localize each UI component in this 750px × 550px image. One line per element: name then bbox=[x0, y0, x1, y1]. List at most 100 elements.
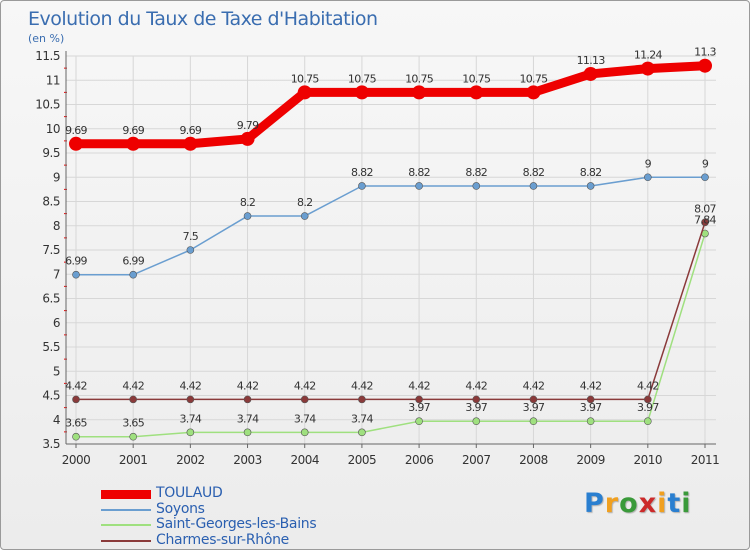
x-tick-label: 2005 bbox=[348, 453, 377, 467]
logo-letter: i bbox=[657, 488, 668, 519]
y-tick-label: 7.5 bbox=[42, 243, 60, 257]
logo-letter: P bbox=[584, 488, 605, 519]
x-tick-label: 2003 bbox=[233, 453, 262, 467]
data-point-saint-georges-les-bains bbox=[529, 417, 538, 426]
data-label-toulaud: 9.69 bbox=[180, 124, 202, 137]
data-label-charmes-sur-rhone: 4.42 bbox=[237, 379, 259, 392]
data-label-saint-georges-les-bains: 3.74 bbox=[237, 412, 259, 425]
x-tick-label: 2002 bbox=[176, 453, 205, 467]
data-point-toulaud bbox=[526, 85, 541, 100]
data-label-toulaud: 11.13 bbox=[577, 54, 606, 67]
data-label-soyons: 8.82 bbox=[523, 166, 545, 179]
x-tick-label: 2004 bbox=[290, 453, 319, 467]
data-point-toulaud bbox=[297, 85, 312, 100]
data-label-toulaud: 9.69 bbox=[65, 124, 87, 137]
data-label-charmes-sur-rhone: 4.42 bbox=[637, 379, 659, 392]
y-tick-label: 7 bbox=[53, 267, 60, 281]
data-point-toulaud bbox=[354, 85, 369, 100]
data-point-saint-georges-les-bains bbox=[586, 417, 595, 426]
data-label-soyons: 8.2 bbox=[240, 196, 255, 209]
y-tick-label: 5.5 bbox=[42, 340, 60, 354]
data-label-charmes-sur-rhone: 4.42 bbox=[180, 379, 202, 392]
data-label-soyons: 8.2 bbox=[297, 196, 312, 209]
data-label-soyons: 7.5 bbox=[183, 230, 199, 243]
data-point-charmes-sur-rhone bbox=[701, 218, 709, 227]
data-label-soyons: 9 bbox=[645, 157, 652, 170]
x-tick-label: 2000 bbox=[62, 453, 91, 467]
series-line-charmes-sur-rhone bbox=[76, 222, 706, 401]
data-point-soyons bbox=[586, 182, 595, 190]
data-point-charmes-sur-rhone bbox=[72, 395, 80, 404]
data-label-saint-georges-les-bains: 3.74 bbox=[351, 412, 373, 425]
data-point-charmes-sur-rhone bbox=[529, 395, 538, 404]
data-point-saint-georges-les-bains bbox=[129, 432, 137, 441]
data-label-soyons: 6.99 bbox=[122, 255, 144, 268]
data-point-saint-georges-les-bains bbox=[300, 428, 309, 437]
data-label-saint-georges-les-bains: 3.74 bbox=[180, 412, 202, 425]
y-tick-label: 9.5 bbox=[42, 146, 60, 160]
data-label-toulaud: 10.75 bbox=[405, 72, 434, 85]
data-label-saint-georges-les-bains: 3.97 bbox=[523, 401, 545, 414]
data-point-saint-georges-les-bains bbox=[415, 417, 423, 426]
data-point-soyons bbox=[243, 212, 252, 220]
data-point-toulaud bbox=[183, 136, 198, 151]
data-label-saint-georges-les-bains: 7.84 bbox=[694, 214, 716, 227]
data-label-soyons: 8.82 bbox=[408, 166, 430, 179]
data-point-soyons bbox=[300, 212, 309, 220]
data-point-toulaud bbox=[412, 85, 427, 100]
data-point-saint-georges-les-bains bbox=[644, 417, 652, 426]
data-label-saint-georges-les-bains: 3.97 bbox=[408, 401, 430, 414]
data-label-saint-georges-les-bains: 3.74 bbox=[294, 412, 316, 425]
legend-label: Charmes-sur-Rhône bbox=[156, 531, 289, 548]
x-tick-label: 2011 bbox=[691, 453, 720, 467]
logo-letter: t bbox=[667, 488, 682, 519]
legend-label: Soyons bbox=[156, 500, 205, 517]
data-label-toulaud: 10.75 bbox=[291, 72, 320, 85]
y-tick-label: 8.5 bbox=[42, 195, 60, 209]
data-point-saint-georges-les-bains bbox=[472, 417, 481, 426]
x-tick-label: 2009 bbox=[576, 453, 605, 467]
series-line-toulaud bbox=[76, 61, 706, 149]
series-line-soyons bbox=[76, 176, 705, 276]
data-point-soyons bbox=[644, 173, 652, 182]
data-point-charmes-sur-rhone bbox=[415, 395, 423, 404]
data-label-soyons: 8.82 bbox=[465, 166, 487, 179]
data-point-toulaud bbox=[126, 136, 141, 151]
data-label-saint-georges-les-bains: 3.97 bbox=[580, 401, 602, 414]
data-point-charmes-sur-rhone bbox=[472, 395, 481, 404]
legend-label: TOULAUD bbox=[156, 485, 223, 501]
data-label-saint-georges-les-bains: 3.97 bbox=[465, 401, 487, 414]
data-label-saint-georges-les-bains: 3.65 bbox=[122, 417, 144, 430]
data-label-charmes-sur-rhone: 8.07 bbox=[694, 202, 716, 215]
data-label-charmes-sur-rhone: 4.42 bbox=[408, 379, 430, 392]
data-label-toulaud: 9.79 bbox=[237, 119, 259, 132]
legend-label: Saint-Georges-les-Bains bbox=[156, 516, 317, 532]
data-point-toulaud bbox=[583, 66, 598, 81]
y-tick-label: 8 bbox=[53, 219, 60, 233]
data-point-toulaud bbox=[640, 61, 655, 76]
y-tick-label: 11 bbox=[46, 73, 60, 87]
data-label-toulaud: 10.75 bbox=[519, 72, 548, 85]
logo-letter: x bbox=[638, 488, 658, 519]
data-label-charmes-sur-rhone: 4.42 bbox=[122, 379, 144, 392]
data-point-charmes-sur-rhone bbox=[358, 395, 366, 404]
y-tick-label: 6.5 bbox=[42, 292, 60, 306]
data-point-soyons bbox=[72, 270, 80, 279]
y-tick-label: 10.5 bbox=[35, 98, 60, 112]
data-label-toulaud: 10.75 bbox=[462, 72, 491, 85]
data-point-charmes-sur-rhone bbox=[586, 395, 595, 404]
data-point-toulaud bbox=[69, 136, 83, 151]
data-label-charmes-sur-rhone: 4.42 bbox=[523, 379, 545, 392]
data-point-soyons bbox=[358, 182, 366, 190]
data-point-saint-georges-les-bains bbox=[358, 428, 366, 437]
data-label-soyons: 9 bbox=[702, 157, 709, 170]
y-tick-label: 5 bbox=[53, 364, 60, 378]
data-point-charmes-sur-rhone bbox=[129, 395, 137, 404]
data-label-soyons: 6.99 bbox=[65, 255, 87, 268]
y-tick-label: 9 bbox=[53, 170, 60, 184]
data-point-soyons bbox=[129, 270, 137, 279]
data-label-soyons: 8.82 bbox=[580, 166, 602, 179]
legend-swatch bbox=[101, 489, 151, 499]
x-tick-label: 2001 bbox=[119, 453, 148, 467]
y-tick-label: 11.5 bbox=[35, 49, 60, 63]
